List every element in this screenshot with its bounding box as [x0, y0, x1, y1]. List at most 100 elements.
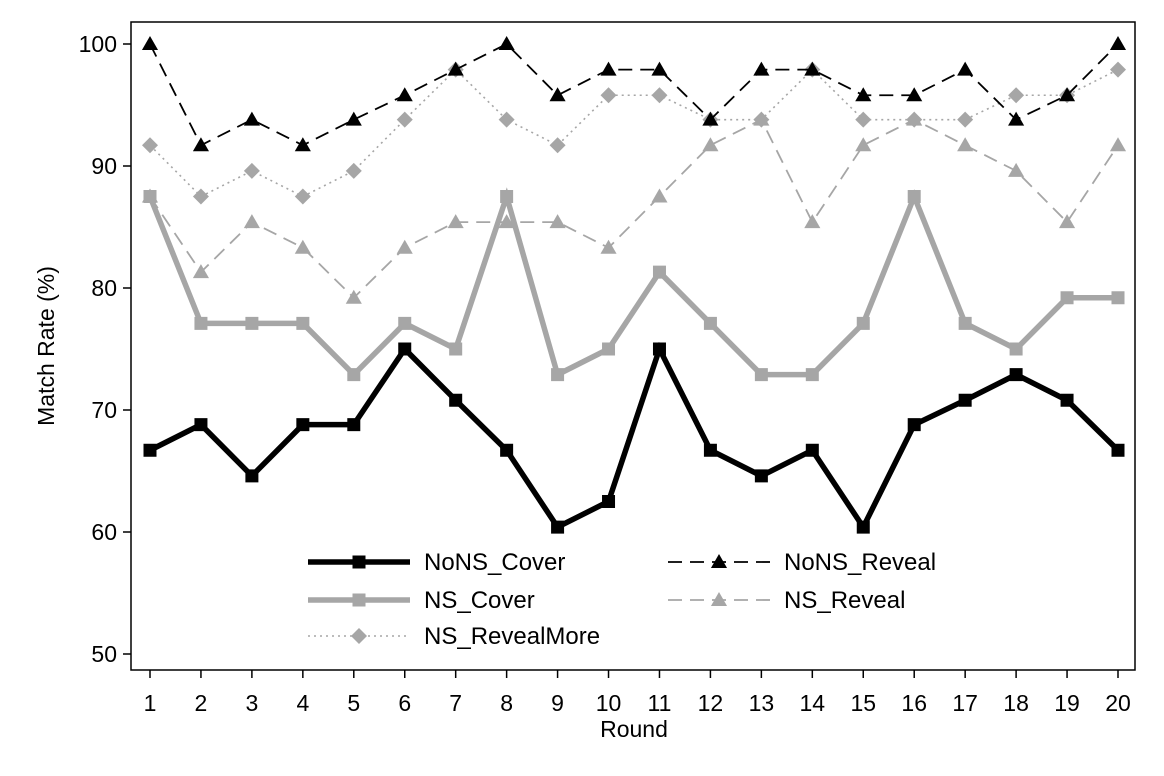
data-point-nons-reveal: [345, 111, 362, 126]
legend-label: NS_Reveal: [784, 587, 905, 614]
data-point-nons-reveal: [702, 111, 719, 126]
x-tick-label: 5: [347, 690, 360, 716]
x-tick-label: 11: [648, 690, 672, 716]
series-ns-cover: [143, 187, 1125, 382]
legend-item-ns-cover: NS_Cover: [308, 587, 535, 614]
y-axis: 50 60 70 80 90 100: [79, 31, 131, 667]
x-tick-label: 20: [1105, 690, 1131, 716]
data-point-ns-revealmore: [142, 137, 158, 154]
data-point-ns-cover: [958, 316, 972, 330]
data-point-nons-cover: [907, 418, 921, 432]
data-point-nons-reveal: [447, 61, 464, 76]
y-tick-label: 90: [91, 153, 117, 179]
data-point-nons-reveal: [498, 35, 515, 51]
legend-swatch-marker: [351, 628, 367, 644]
data-point-ns-cover: [143, 190, 157, 203]
data-point-ns-revealmore: [1110, 61, 1126, 78]
y-axis-label: Match Rate (%): [33, 266, 59, 426]
data-point-ns-reveal: [651, 188, 668, 203]
data-point-nons-cover: [551, 520, 565, 534]
data-point-ns-reveal: [600, 239, 617, 254]
series-ns-revealmore: [142, 61, 1126, 205]
x-tick-label: 4: [296, 690, 309, 716]
data-point-ns-cover: [551, 368, 565, 382]
legend-swatch-marker: [352, 593, 366, 607]
data-point-nons-reveal: [1109, 35, 1127, 51]
data-point-nons-cover: [958, 393, 972, 407]
data-point-ns-reveal: [1109, 137, 1127, 152]
data-point-ns-cover: [1060, 291, 1074, 305]
y-tick-label: 80: [91, 275, 117, 301]
x-tick-label: 6: [398, 690, 411, 716]
data-point-nons-reveal: [906, 87, 923, 102]
data-point-ns-revealmore: [294, 188, 311, 205]
x-axis-label: Round: [600, 716, 668, 742]
data-point-ns-cover: [449, 342, 463, 356]
data-point-nons-reveal: [600, 61, 617, 76]
data-point-ns-reveal: [549, 214, 566, 229]
data-point-ns-reveal: [702, 137, 719, 152]
data-point-nons-cover: [500, 443, 514, 457]
data-point-ns-cover: [1111, 291, 1125, 305]
data-point-ns-cover: [754, 368, 768, 382]
y-tick-label: 50: [91, 641, 117, 667]
data-point-nons-cover: [245, 469, 259, 483]
data-point-ns-revealmore: [651, 87, 668, 104]
legend-swatch-marker: [710, 591, 728, 607]
x-tick-label: 8: [500, 690, 513, 716]
data-point-nons-reveal: [549, 87, 566, 102]
data-point-nons-cover: [347, 418, 361, 432]
data-point-nons-cover: [398, 342, 412, 356]
x-tick-label: 18: [1003, 690, 1029, 716]
data-point-ns-reveal: [294, 239, 311, 254]
y-tick-label: 60: [91, 519, 117, 545]
y-tick-label: 100: [79, 31, 117, 57]
data-point-ns-cover: [652, 265, 666, 279]
data-point-nons-cover: [1060, 393, 1074, 407]
data-point-nons-cover: [1111, 443, 1125, 457]
legend-item-ns-reveal: NS_Reveal: [668, 587, 905, 614]
legend-swatch-marker: [710, 553, 728, 569]
legend-label: NoNS_Cover: [424, 549, 565, 576]
data-point-ns-revealmore: [243, 162, 260, 179]
series-nons-cover: [143, 341, 1125, 534]
x-tick-label: 16: [901, 690, 927, 716]
data-point-ns-reveal: [447, 214, 464, 229]
legend: NoNS_Cover NS_Cover NS_RevealMore NoNS_Reve…: [308, 549, 936, 650]
legend-label: NS_RevealMore: [424, 623, 600, 650]
data-point-ns-reveal: [855, 137, 872, 152]
data-point-ns-cover: [347, 368, 361, 382]
x-tick-label: 17: [952, 690, 978, 716]
x-tick-label: 3: [245, 690, 258, 716]
data-point-ns-revealmore: [855, 111, 872, 128]
data-point-nons-reveal: [1008, 111, 1025, 126]
data-point-nons-cover: [652, 342, 666, 356]
data-point-ns-cover: [398, 316, 412, 330]
series-nons-reveal: [141, 35, 1127, 152]
series-line-ns-revealmore: [149, 68, 1119, 198]
legend-item-nons-reveal: NoNS_Reveal: [668, 549, 936, 576]
x-tick-label: 9: [551, 690, 564, 716]
data-point-nons-cover: [449, 393, 463, 407]
data-point-nons-reveal: [192, 137, 209, 152]
x-tick-label: 13: [749, 690, 775, 716]
data-point-ns-revealmore: [600, 87, 617, 104]
legend-item-nons-cover: NoNS_Cover: [308, 549, 565, 576]
data-point-ns-revealmore: [345, 162, 362, 179]
legend-label: NoNS_Reveal: [784, 549, 936, 576]
data-point-ns-cover: [805, 368, 819, 382]
data-point-ns-reveal: [804, 214, 821, 229]
x-tick-label: 19: [1054, 690, 1080, 716]
data-point-nons-reveal: [1059, 87, 1076, 102]
data-point-ns-revealmore: [498, 111, 515, 128]
data-point-ns-reveal: [243, 214, 260, 229]
data-point-ns-revealmore: [957, 111, 974, 128]
x-tick-label: 2: [195, 690, 208, 716]
data-point-nons-reveal: [753, 61, 770, 76]
legend-label: NS_Cover: [424, 587, 535, 614]
series-line-nons-cover: [148, 341, 1120, 533]
data-point-nons-reveal: [141, 35, 159, 51]
data-point-ns-reveal: [1008, 162, 1025, 177]
